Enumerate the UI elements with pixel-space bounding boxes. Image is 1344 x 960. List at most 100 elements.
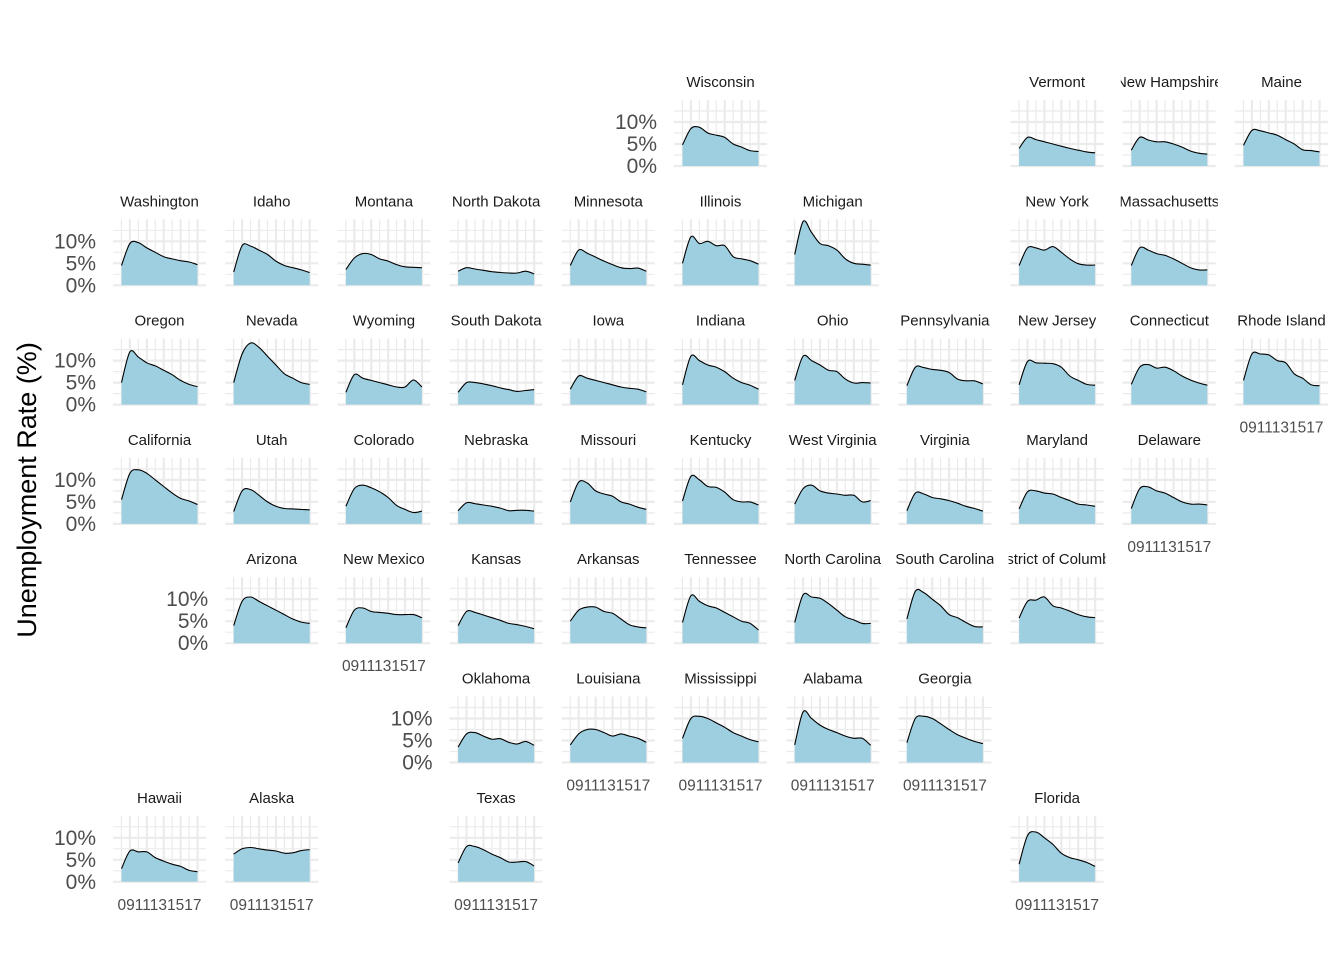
panel-kentucky: Kentucky	[674, 432, 767, 526]
series-line	[794, 710, 872, 746]
panel-minnesota: Minnesota	[561, 193, 655, 287]
strip-label: Mississippi	[684, 671, 757, 688]
strip-label: Texas	[477, 790, 516, 807]
strip-label: Alaska	[249, 790, 295, 807]
series-line	[681, 235, 759, 265]
series-area	[682, 354, 759, 405]
series-line	[1243, 128, 1320, 153]
panel-idaho: Idaho	[225, 193, 319, 287]
series-area	[794, 710, 871, 763]
strip-label: Connecticut	[1130, 313, 1210, 330]
panel-oklahoma: Oklahoma 0%5%10%	[391, 671, 543, 775]
y-tick-label: 10%	[391, 708, 433, 731]
strip-label: Minnesota	[574, 193, 644, 210]
strip-label: South Carolina	[895, 551, 995, 568]
series-line	[569, 374, 647, 393]
strip-label: Iowa	[592, 313, 624, 330]
series-line	[1018, 596, 1096, 619]
series-area	[682, 126, 759, 166]
panel-illinois: Illinois	[674, 193, 767, 287]
series-area	[682, 475, 759, 524]
x-tick-label: 0911131517	[454, 897, 538, 914]
series-area	[345, 607, 422, 644]
series-area	[906, 491, 983, 524]
series-area	[1243, 129, 1320, 166]
panel-nebraska: Nebraska	[449, 432, 543, 526]
panel-connecticut: Connecticut	[1122, 313, 1216, 406]
series-area	[1019, 246, 1096, 286]
strip-label: Indiana	[696, 313, 746, 330]
panel-michigan: Michigan	[786, 193, 880, 287]
strip-label: Virginia	[920, 432, 970, 449]
series-line	[120, 240, 198, 266]
y-tick-label: 5%	[178, 610, 208, 633]
series-area	[794, 485, 871, 524]
strip-label: West Virginia	[789, 432, 877, 449]
series-line	[906, 365, 984, 386]
y-tick-label: 10%	[166, 588, 208, 611]
series-line	[906, 588, 983, 628]
panel-new-york: New York	[1010, 193, 1104, 287]
strip-label: Georgia	[918, 671, 972, 688]
x-tick-label: 0911131517	[1015, 897, 1099, 914]
series-area	[570, 729, 647, 763]
panel-kansas: Kansas	[449, 551, 543, 645]
strip-label: Nebraska	[464, 432, 529, 449]
strip-label: Pennsylvania	[900, 313, 990, 330]
series-line	[457, 610, 535, 630]
series-line	[233, 596, 310, 626]
strip-label: South Dakota	[451, 313, 543, 330]
strip-label: New York	[1025, 193, 1089, 210]
series-area	[682, 715, 759, 763]
y-tick-label: 5%	[402, 730, 432, 753]
series-line	[120, 350, 198, 388]
series-line	[569, 728, 647, 746]
series-area	[233, 596, 310, 644]
strip-label: Colorado	[353, 432, 414, 449]
panel-vermont: Vermont	[1010, 74, 1104, 168]
y-tick-label: 5%	[627, 133, 657, 156]
strip-label: Ohio	[817, 313, 849, 330]
panel-alaska: Alaska 0911131517	[225, 790, 319, 914]
series-area	[233, 342, 310, 405]
series-area	[570, 480, 647, 524]
strip-label: District of Columbia	[992, 551, 1123, 568]
series-area	[1131, 364, 1208, 405]
series-area	[570, 375, 647, 405]
series-area	[1131, 136, 1208, 166]
y-tick-label: 0%	[66, 513, 96, 536]
y-tick-label: 5%	[66, 849, 96, 872]
series-line	[1130, 246, 1208, 271]
x-tick-label: 0911131517	[118, 897, 202, 914]
series-line	[457, 731, 535, 748]
strip-label: New Jersey	[1018, 313, 1097, 330]
series-area	[458, 732, 535, 763]
panel-north-dakota: North Dakota	[449, 193, 543, 287]
series-line	[1018, 136, 1096, 154]
series-area	[233, 847, 310, 882]
series-line	[233, 342, 310, 385]
strip-label: Hawaii	[137, 790, 182, 807]
y-tick-label: 10%	[54, 230, 96, 253]
series-area	[906, 715, 983, 763]
series-line	[1018, 245, 1096, 266]
series-line	[233, 243, 310, 274]
series-area	[794, 220, 871, 286]
y-tick-label: 5%	[66, 252, 96, 275]
panel-new-hampshire: New Hampshire	[1121, 74, 1218, 168]
y-tick-label: 5%	[66, 491, 96, 514]
x-tick-label: 0911131517	[342, 658, 426, 675]
series-area	[794, 355, 871, 405]
strip-label: Louisiana	[576, 671, 641, 688]
series-area	[458, 267, 535, 286]
panel-hawaii: Hawaii 0%5%10% 0911131517	[54, 790, 206, 914]
strip-label: Montana	[355, 193, 414, 210]
y-tick-label: 10%	[54, 469, 96, 492]
series-line	[120, 469, 198, 506]
panel-arkansas: Arkansas	[561, 551, 655, 645]
x-tick-label: 0911131517	[679, 778, 763, 795]
panel-florida: Florida 0911131517	[1010, 790, 1104, 914]
series-line	[794, 220, 871, 266]
